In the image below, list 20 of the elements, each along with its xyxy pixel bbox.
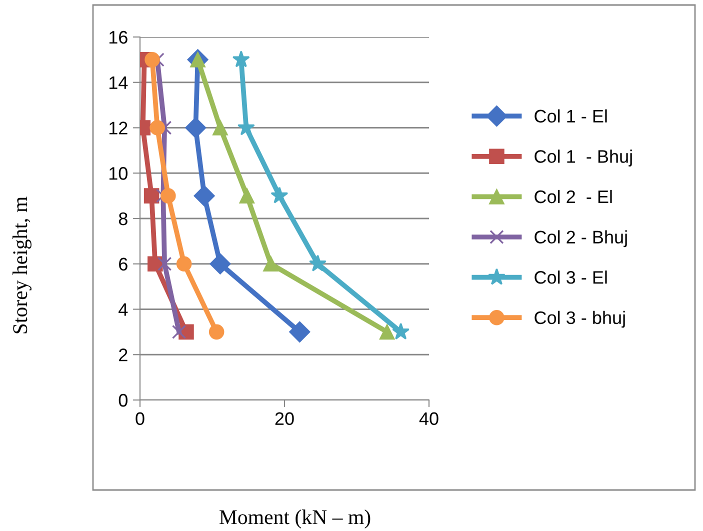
legend-label: Col 3 - El [534,270,607,284]
y-tick-label: 4 [118,303,128,316]
x-tick-label: 20 [275,412,294,426]
y-tick-label: 12 [109,122,128,134]
y-axis-title: Storey height, m [12,196,32,334]
legend-label: Col 2 - El [534,190,612,204]
y-tick-label: 8 [118,212,128,226]
y-tick-label: 0 [118,394,128,407]
y-tick-label: 16 [109,30,128,44]
y-tick-label: 10 [109,167,128,180]
legend-label: Col 2 - Bhuj [534,230,627,248]
x-axis-title: Moment (kN – m) [220,510,370,528]
legend-label: Col 1 - Bhuj [534,150,632,166]
y-tick-label: 2 [119,348,128,362]
y-tick-label: 14 [109,76,128,89]
legend-label: Col 1 - El [534,109,607,123]
legend-label: Col 3 - bhuj [534,310,625,328]
y-tick-label: 6 [119,258,128,271]
x-tick-label: 40 [419,412,438,426]
x-tick-label: 0 [136,412,144,426]
